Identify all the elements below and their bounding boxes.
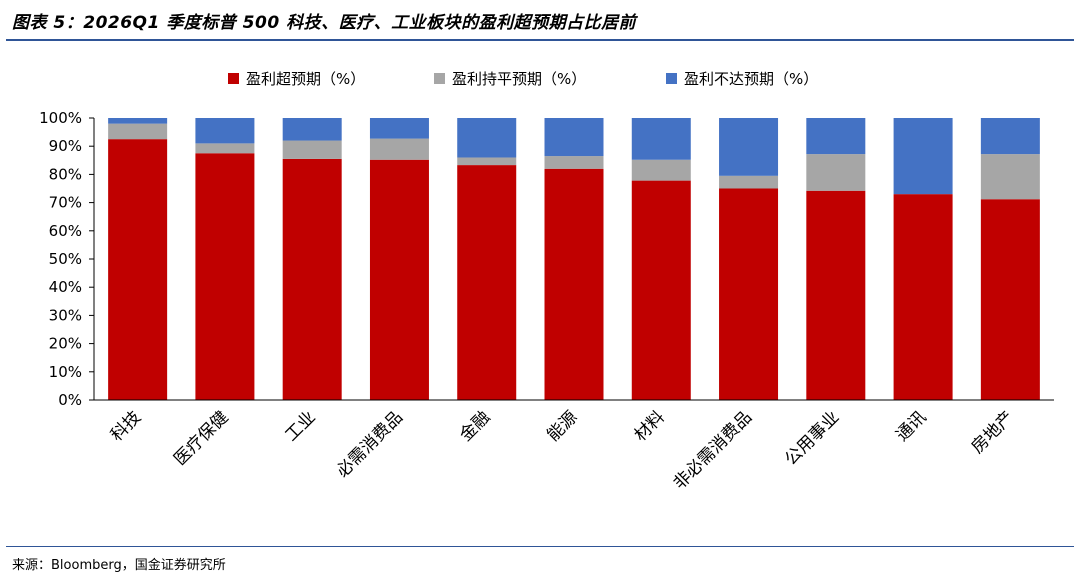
chart-title: 图表 5：2026Q1 季度标普 500 科技、医疗、工业板块的盈利超预期占比居… xyxy=(12,13,637,33)
x-category-label: 公用事业 xyxy=(781,407,843,469)
bar-segment-3 xyxy=(806,118,866,155)
bar-segment-1 xyxy=(195,153,255,400)
x-category-label: 能源 xyxy=(543,407,581,445)
y-tick-label: 80% xyxy=(49,165,82,183)
y-tick-label: 90% xyxy=(49,137,82,155)
bar-segment-1 xyxy=(806,190,866,400)
x-category-label: 房地产 xyxy=(968,407,1018,457)
bar-segment-3 xyxy=(719,118,779,176)
legend-label-2: 盈利持平预期（%） xyxy=(452,70,586,88)
y-tick-label: 60% xyxy=(49,222,82,240)
x-category-label: 通讯 xyxy=(892,407,930,445)
bar-segment-1 xyxy=(457,165,517,400)
bar-segment-2 xyxy=(108,123,168,140)
y-tick-label: 20% xyxy=(49,335,82,353)
bar-segment-3 xyxy=(282,118,342,141)
y-tick-label: 100% xyxy=(39,109,82,127)
x-category-label: 非必需消费品 xyxy=(670,407,756,493)
x-category-label: 必需消费品 xyxy=(333,407,407,481)
x-category-label: 科技 xyxy=(107,407,145,445)
y-tick-label: 50% xyxy=(49,250,82,268)
bar-segment-3 xyxy=(457,118,517,158)
bar-segment-3 xyxy=(108,118,168,124)
y-tick-label: 70% xyxy=(49,194,82,212)
stacked-bar-chart: 盈利超预期（%） 盈利持平预期（%） 盈利不达预期（%） 0% 10% 20% 30% 40%… xyxy=(39,70,1054,494)
bar-segment-2 xyxy=(457,157,517,166)
bar-segment-1 xyxy=(108,139,168,400)
bar-segment-2 xyxy=(369,138,429,160)
bar-segment-1 xyxy=(719,188,779,400)
x-category-label: 工业 xyxy=(282,407,320,445)
bar-segment-3 xyxy=(369,118,429,139)
bar-segment-3 xyxy=(195,118,255,144)
bar-segment-2 xyxy=(195,143,255,154)
x-category-label: 材料 xyxy=(631,407,669,445)
bar-segment-2 xyxy=(806,154,866,191)
bar-segment-3 xyxy=(893,118,953,195)
bar-segment-2 xyxy=(631,159,691,181)
bar-segment-2 xyxy=(980,154,1040,200)
y-tick-label: 0% xyxy=(58,391,82,409)
y-tick-label: 10% xyxy=(49,363,82,381)
legend-swatch-1 xyxy=(228,73,239,84)
x-category-label: 金融 xyxy=(456,407,494,445)
bar-segment-2 xyxy=(544,156,604,169)
bar-segment-3 xyxy=(631,118,691,160)
title-divider xyxy=(6,39,1074,41)
bar-segment-3 xyxy=(980,118,1040,155)
bar-segment-2 xyxy=(282,140,342,159)
legend-label-3: 盈利不达预期（%） xyxy=(684,70,818,88)
y-tick-label: 40% xyxy=(49,278,82,296)
bar-segment-1 xyxy=(282,158,342,400)
bar-segment-1 xyxy=(893,194,953,400)
legend-swatch-3 xyxy=(666,73,677,84)
bar-segment-1 xyxy=(369,159,429,400)
y-tick-label: 30% xyxy=(49,306,82,324)
source-divider xyxy=(6,546,1074,547)
legend-swatch-2 xyxy=(434,73,445,84)
legend-label-1: 盈利超预期（%） xyxy=(246,70,365,88)
x-category-label: 医疗保健 xyxy=(170,407,232,469)
source-note: 来源：Bloomberg，国金证券研究所 xyxy=(12,558,226,573)
bar-segment-1 xyxy=(544,168,604,400)
bar-segment-1 xyxy=(980,199,1040,400)
bar-segment-1 xyxy=(631,180,691,400)
bar-segment-2 xyxy=(719,175,779,189)
bar-segment-3 xyxy=(544,118,604,157)
